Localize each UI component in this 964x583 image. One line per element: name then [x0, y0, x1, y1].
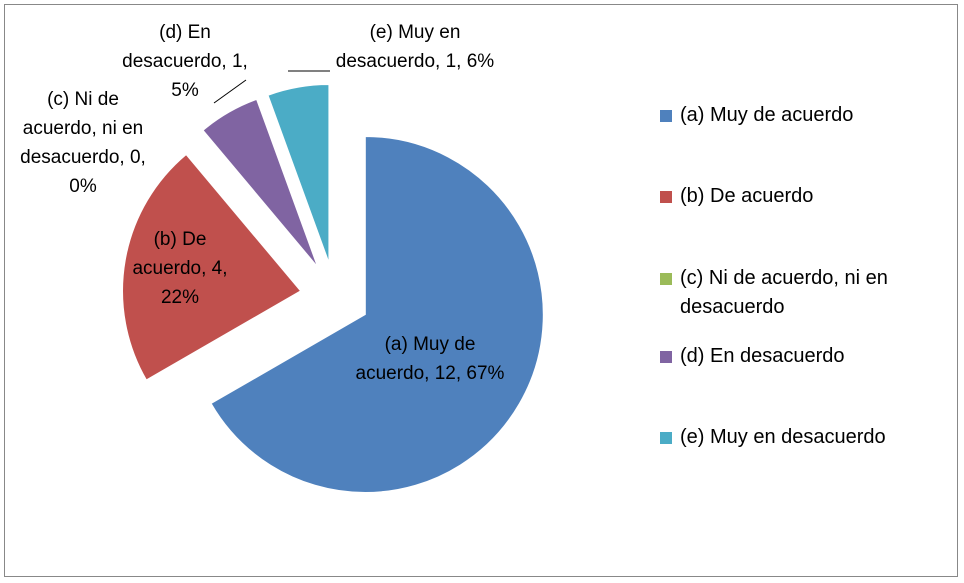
pie-slice	[210, 135, 544, 493]
pie-slice	[267, 84, 330, 263]
legend-label: (b) De acuerdo	[680, 185, 814, 207]
legend-label: (a) Muy de acuerdo	[680, 104, 854, 126]
legend-label: (c) Ni de acuerdo, ni en desacuerdo	[680, 267, 888, 318]
data-label: (a) Muy de acuerdo, 12, 67%	[355, 334, 505, 384]
pie-slice	[202, 98, 318, 268]
legend-swatch	[660, 191, 672, 203]
pie-slice	[122, 153, 302, 381]
legend-label: (d) En desacuerdo	[680, 345, 845, 367]
pie-slice	[197, 133, 313, 271]
data-label: (b) De acuerdo, 4, 22%	[132, 229, 228, 308]
legend-swatch	[660, 110, 672, 122]
legend-swatch	[660, 432, 672, 444]
data-label: (d) En desacuerdo, 1, 5%	[122, 22, 248, 101]
legend-swatch	[660, 273, 672, 285]
data-label: (e) Muy en desacuerdo, 1, 6%	[335, 22, 495, 72]
legend-swatch	[660, 351, 672, 363]
legend-label: (e) Muy en desacuerdo	[680, 426, 886, 448]
leader-line	[213, 79, 247, 104]
data-label: (c) Ni de acuerdo, ni en desacuerdo, 0, …	[20, 89, 146, 197]
chart-frame	[4, 4, 958, 577]
